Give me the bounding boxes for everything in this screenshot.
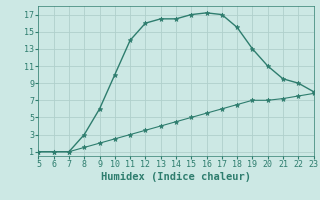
X-axis label: Humidex (Indice chaleur): Humidex (Indice chaleur) [101,172,251,182]
